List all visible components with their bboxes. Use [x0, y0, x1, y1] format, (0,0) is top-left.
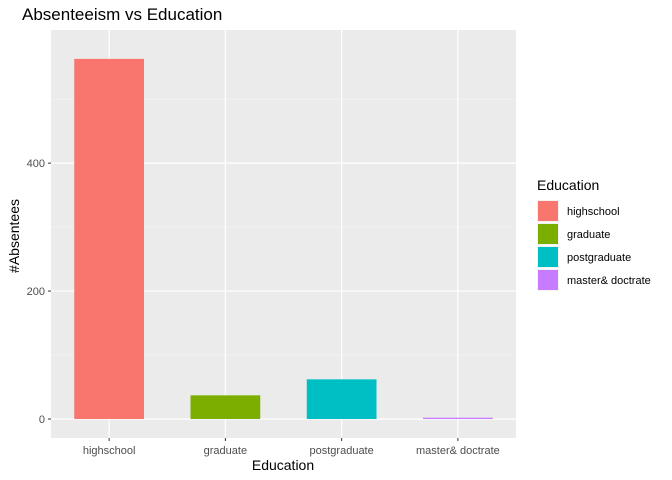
y-tick-label: 400 [27, 158, 45, 170]
bar-postgraduate [306, 379, 377, 419]
x-tick-label: graduate [204, 445, 247, 457]
plot-panel [51, 30, 516, 438]
legend-swatch [538, 247, 558, 267]
x-axis-title: Education [252, 457, 314, 473]
y-tick-label: 0 [39, 414, 45, 426]
legend-swatch [538, 201, 558, 221]
legend-swatch [538, 224, 558, 244]
x-tick-label: master& doctrate [416, 445, 500, 457]
legend-label: postgraduate [567, 252, 631, 264]
bar-highschool [74, 58, 144, 419]
x-tick-label: postgraduate [310, 445, 374, 457]
legend-label: master& doctrate [567, 275, 651, 287]
legend-label: highschool [567, 206, 620, 218]
legend-label: graduate [567, 229, 610, 241]
legend: Education highschool graduate postgraduate… [537, 177, 651, 291]
legend-title: Education [537, 177, 599, 193]
legend-swatch [538, 270, 558, 290]
x-tick-label: highschool [83, 445, 136, 457]
y-axis-title: #Absentees [6, 199, 22, 273]
y-tick-label: 200 [27, 286, 45, 298]
bar-graduate [190, 395, 261, 419]
bar-master--doctrate [423, 417, 493, 419]
chart-title: Absenteeism vs Education [22, 5, 222, 24]
